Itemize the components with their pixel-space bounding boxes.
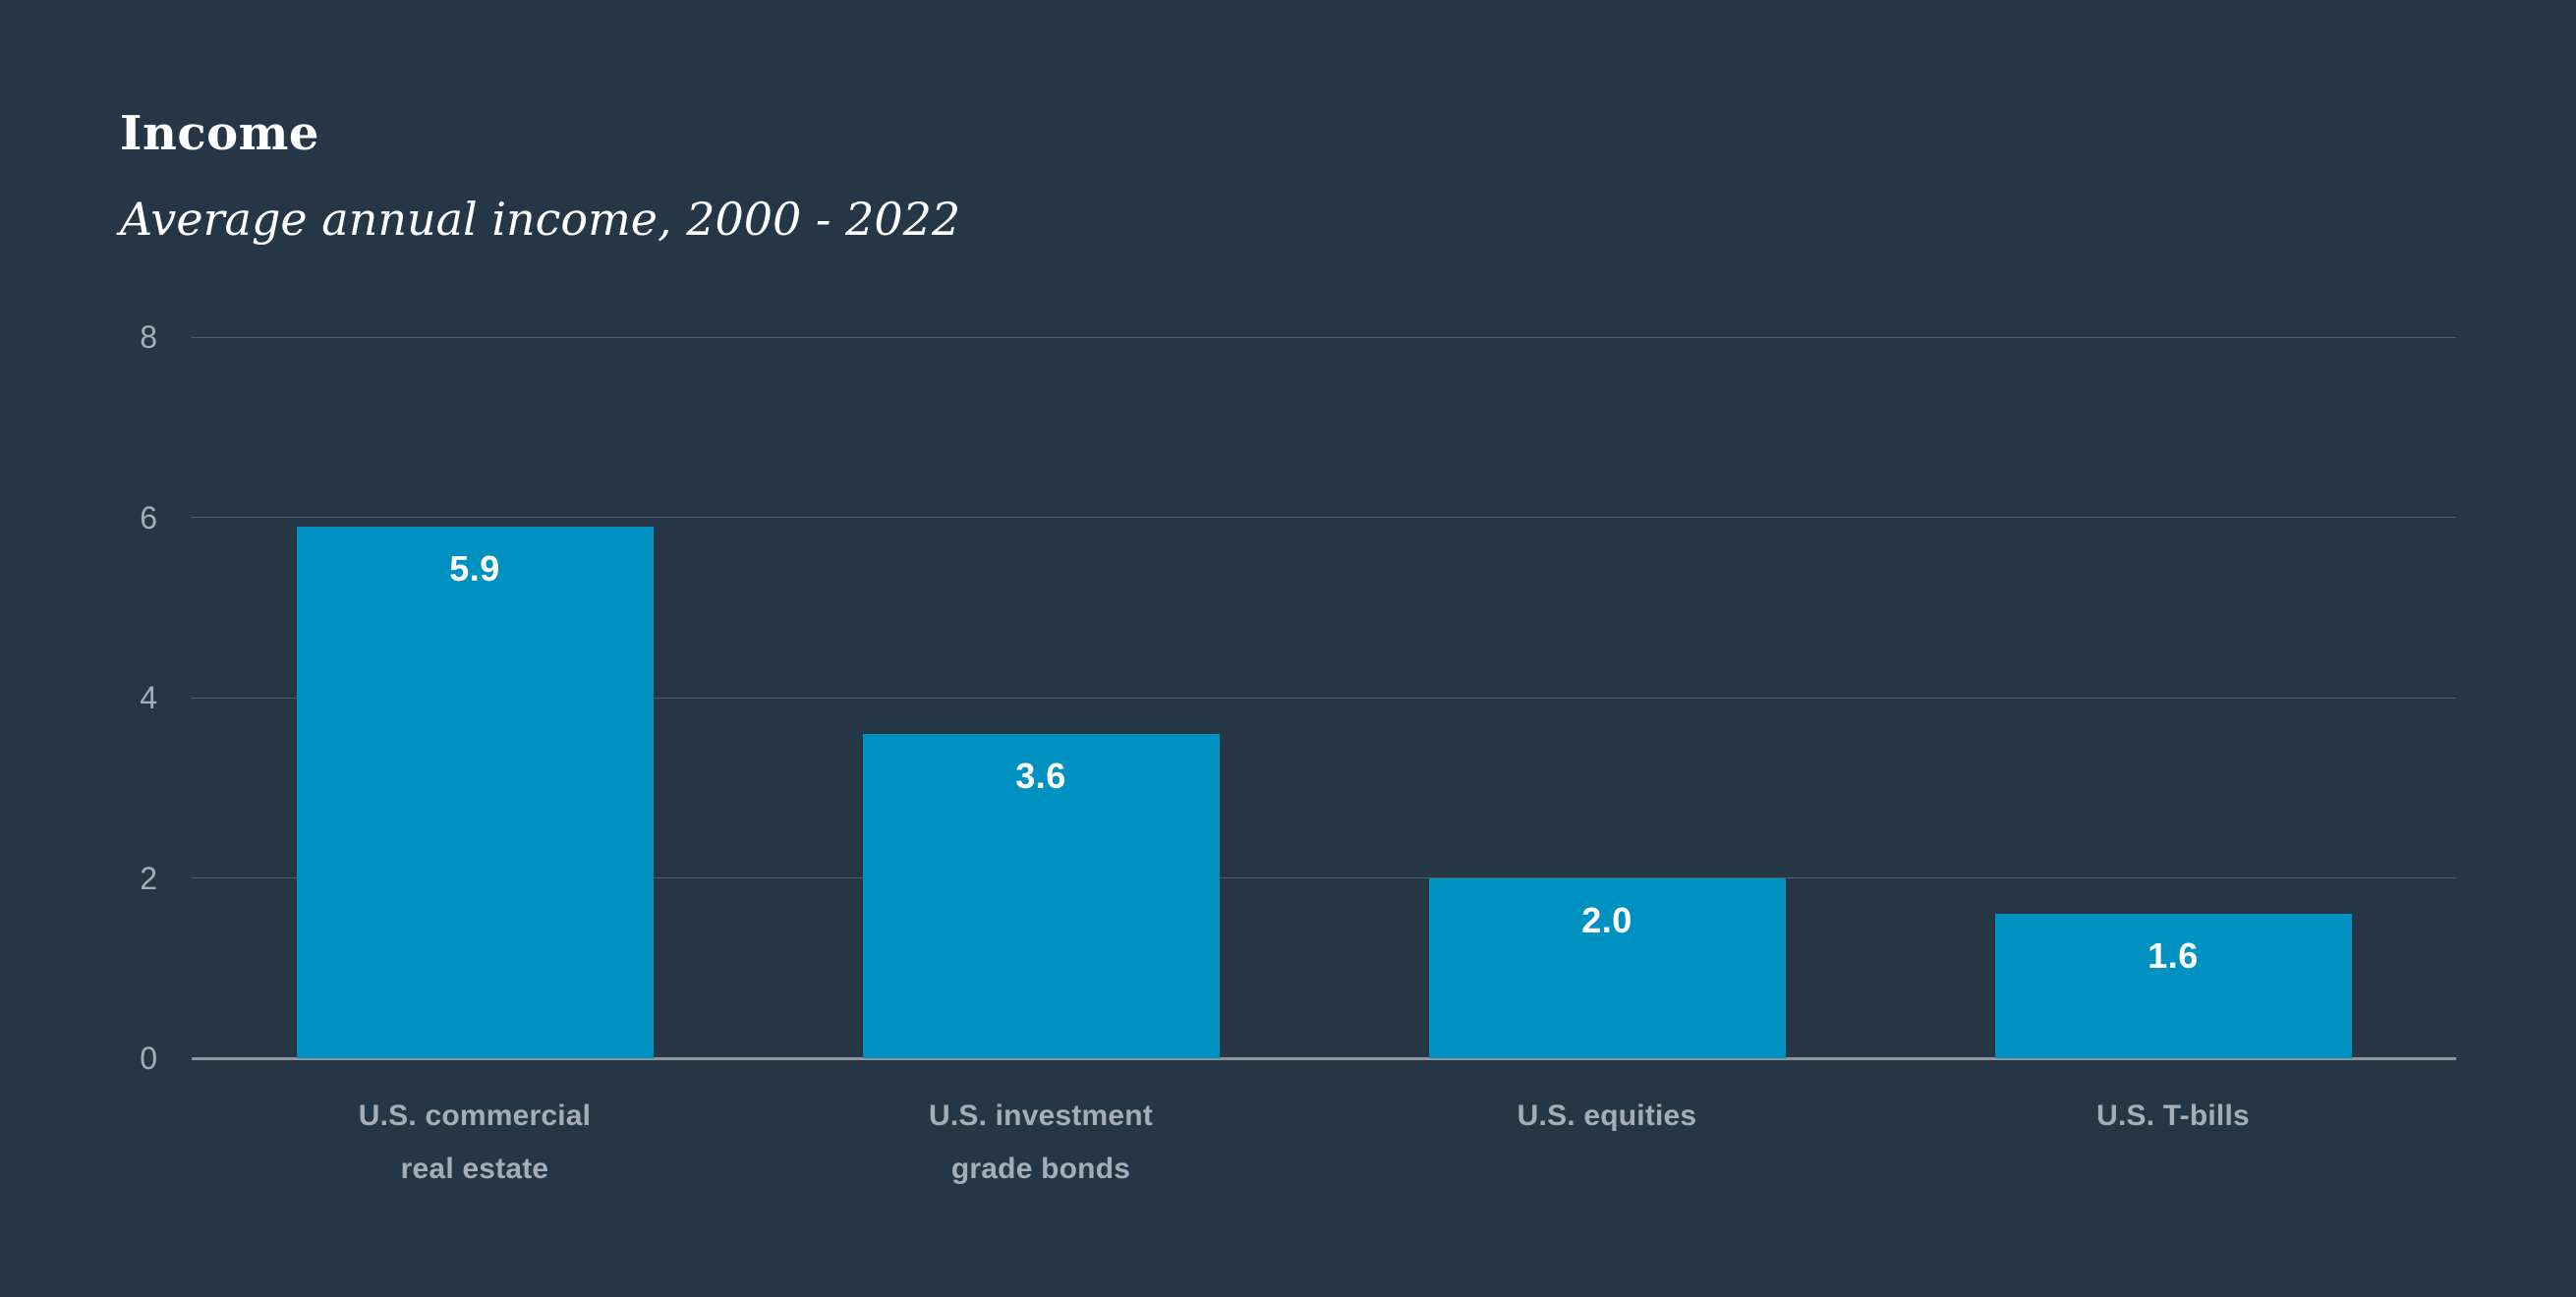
bar-value-label: 5.9 bbox=[449, 547, 500, 589]
x-category-label-u-s-investment-grade-bonds: U.S. investment grade bonds bbox=[768, 1090, 1314, 1196]
y-tick-label-4: 4 bbox=[140, 680, 157, 715]
bar-u-s-commercial-real-estate: 5.9 bbox=[296, 526, 654, 1058]
x-category-label-line: U.S. investment bbox=[928, 1100, 1154, 1132]
bar-u-s-equities: 2.0 bbox=[1428, 877, 1786, 1058]
gridline-2 bbox=[192, 877, 2456, 878]
gridline-4 bbox=[192, 697, 2456, 699]
x-axis-line bbox=[192, 1057, 2456, 1060]
x-category-label-line: U.S. commercial bbox=[358, 1100, 592, 1132]
x-category-label-u-s-t-bills: U.S. T-bills bbox=[1900, 1090, 2446, 1143]
x-category-label-u-s-equities: U.S. equities bbox=[1334, 1090, 1880, 1143]
bar-u-s-t-bills: 1.6 bbox=[1994, 914, 2352, 1058]
chart-title: Income bbox=[120, 106, 319, 161]
bar-u-s-investment-grade-bonds: 3.6 bbox=[862, 733, 1220, 1058]
bar-value-label: 1.6 bbox=[2147, 935, 2199, 977]
bar-value-label: 2.0 bbox=[1581, 899, 1632, 940]
bar-value-label: 3.6 bbox=[1015, 755, 1066, 796]
x-category-label-u-s-commercial-real-estate: U.S. commercial real estate bbox=[201, 1090, 748, 1196]
gridline-8 bbox=[192, 336, 2456, 338]
y-tick-label-8: 8 bbox=[140, 319, 157, 355]
x-category-label-line: U.S. T-bills bbox=[2096, 1100, 2250, 1132]
x-category-label-line: real estate bbox=[400, 1153, 549, 1185]
y-tick-label-2: 2 bbox=[140, 860, 157, 896]
y-tick-label-6: 6 bbox=[140, 499, 157, 536]
x-category-label-line: U.S. equities bbox=[1517, 1100, 1697, 1132]
gridline-6 bbox=[192, 517, 2456, 518]
chart-subtitle: Average annual income, 2000 - 2022 bbox=[120, 193, 961, 246]
x-category-label-line: grade bonds bbox=[950, 1153, 1131, 1185]
y-tick-label-0: 0 bbox=[140, 1041, 157, 1076]
